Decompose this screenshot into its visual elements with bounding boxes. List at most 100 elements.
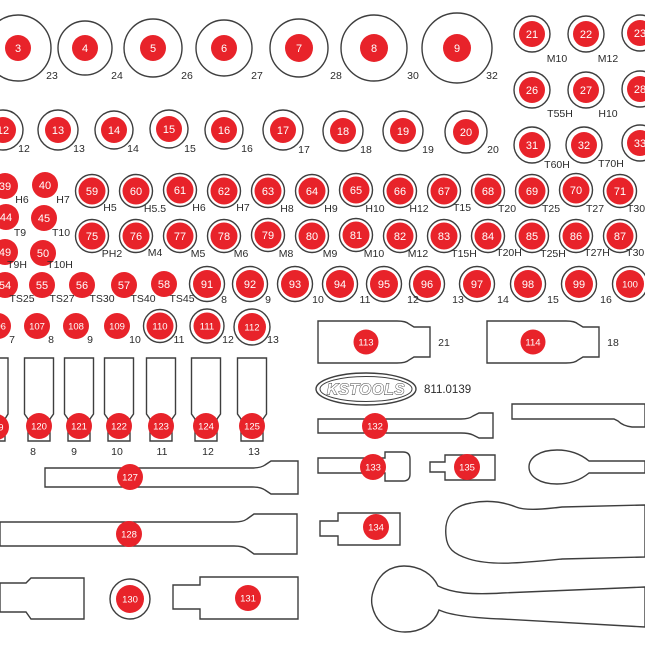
position-number: 54 (0, 280, 11, 292)
tool-pos-96: 96 (408, 265, 446, 303)
position-marker-91 (193, 270, 221, 298)
size-label: H8 (280, 203, 294, 215)
position-marker-100 (616, 270, 644, 298)
position-marker-92 (236, 270, 264, 298)
position-number: 9 (454, 43, 460, 55)
cavity-outline (294, 173, 330, 209)
position-number: 16 (218, 125, 230, 137)
position-number: 121 (71, 421, 87, 432)
tool-pos-100: 100 (611, 265, 645, 303)
tool-pos-70: 70 (558, 172, 594, 208)
cavity-outline (74, 173, 110, 209)
size-label: 26 (181, 70, 193, 82)
position-number: 107 (29, 321, 45, 332)
cavity-outline (511, 403, 645, 428)
tool-pos-16: 16 (204, 110, 244, 150)
socket-outline-125: 125 (236, 357, 268, 442)
position-number: 122 (111, 421, 127, 432)
position-marker-98 (514, 270, 542, 298)
position-marker-44 (0, 204, 19, 230)
tool-pos-44: 44 (0, 204, 19, 230)
cavity-outline (317, 320, 431, 364)
position-marker-26 (519, 77, 545, 103)
position-marker-18 (330, 118, 356, 144)
tool-pos-39: 39 (0, 173, 18, 199)
position-number: 93 (289, 279, 301, 291)
cavity-outline (195, 19, 253, 77)
position-number: 97 (471, 279, 483, 291)
size-label: T20 (498, 203, 516, 215)
position-marker-124 (193, 413, 219, 439)
cavity-outline (23, 357, 55, 442)
tool-pos-55: 55 (29, 272, 55, 298)
position-number: 3 (15, 43, 21, 55)
tool-pos-62: 62 (206, 173, 242, 209)
cavity-outline (470, 173, 506, 209)
cavity-outline (103, 357, 135, 442)
position-number: 17 (277, 125, 289, 137)
size-label: 9 (265, 294, 271, 306)
size-label: T30 (627, 203, 645, 215)
position-marker-83 (430, 222, 458, 250)
cavity-outline (250, 217, 286, 253)
size-label: 8 (221, 294, 227, 306)
cavity-outline (509, 265, 547, 303)
tool-pos-99: 99 (560, 265, 598, 303)
socket-outline-119: 119 (0, 357, 9, 442)
size-label: H6 (192, 202, 206, 214)
cavity-outline (322, 110, 364, 152)
position-number: 135 (459, 462, 475, 473)
position-number: 79 (262, 230, 274, 242)
position-marker-5 (140, 35, 166, 61)
cut-bar-bottom-left (0, 577, 85, 620)
position-number: 56 (76, 280, 88, 292)
tool-pos-82: 82 (382, 218, 418, 254)
position-marker-21 (519, 21, 545, 47)
position-number: 87 (614, 231, 626, 243)
cavity-outline (340, 14, 408, 82)
position-number: 27 (580, 85, 592, 97)
position-number: 67 (438, 186, 450, 198)
size-label: 14 (497, 294, 509, 306)
size-label: 12 (202, 446, 214, 458)
position-marker-3 (5, 35, 31, 61)
position-marker-85 (518, 222, 546, 250)
size-label: 10 (312, 294, 324, 306)
position-number: 134 (368, 522, 384, 533)
position-number: 60 (130, 186, 142, 198)
tool-pos-6: 6 (195, 19, 253, 77)
position-marker-68 (474, 177, 502, 205)
size-label: 12 (407, 294, 419, 306)
tool-pos-71: 71 (602, 173, 638, 209)
tool-pos-108: 108 (63, 313, 89, 339)
cavity-outline (513, 71, 551, 109)
cavity-outline (233, 308, 271, 346)
tool-pos-78: 78 (206, 218, 242, 254)
size-label: T70H (598, 158, 624, 170)
position-number: 91 (201, 279, 213, 291)
tool-pos-69: 69 (514, 173, 550, 209)
cavity-outline (421, 12, 493, 84)
position-marker-61 (166, 176, 194, 204)
tool-pos-15: 15 (149, 109, 189, 149)
position-marker-64 (298, 177, 326, 205)
tool-pos-80: 80 (294, 218, 330, 254)
size-label: TS30 (89, 293, 114, 305)
cavity-outline (317, 412, 494, 439)
tool-pos-33: 33 (621, 124, 645, 162)
tool-pos-61: 61 (162, 172, 198, 208)
position-marker-106 (0, 313, 11, 339)
cavity-outline (528, 449, 645, 485)
size-label: 18 (607, 337, 619, 349)
position-marker-16 (211, 117, 237, 143)
position-marker-20 (453, 119, 479, 145)
tool-pos-45: 45 (31, 205, 57, 231)
size-label: T30H (626, 247, 645, 259)
size-label: 15 (547, 294, 559, 306)
size-label: 8 (48, 334, 54, 346)
position-number: 63 (262, 186, 274, 198)
cavity-outline (118, 218, 154, 254)
size-label: H12 (409, 203, 428, 215)
size-label: M5 (191, 248, 206, 260)
